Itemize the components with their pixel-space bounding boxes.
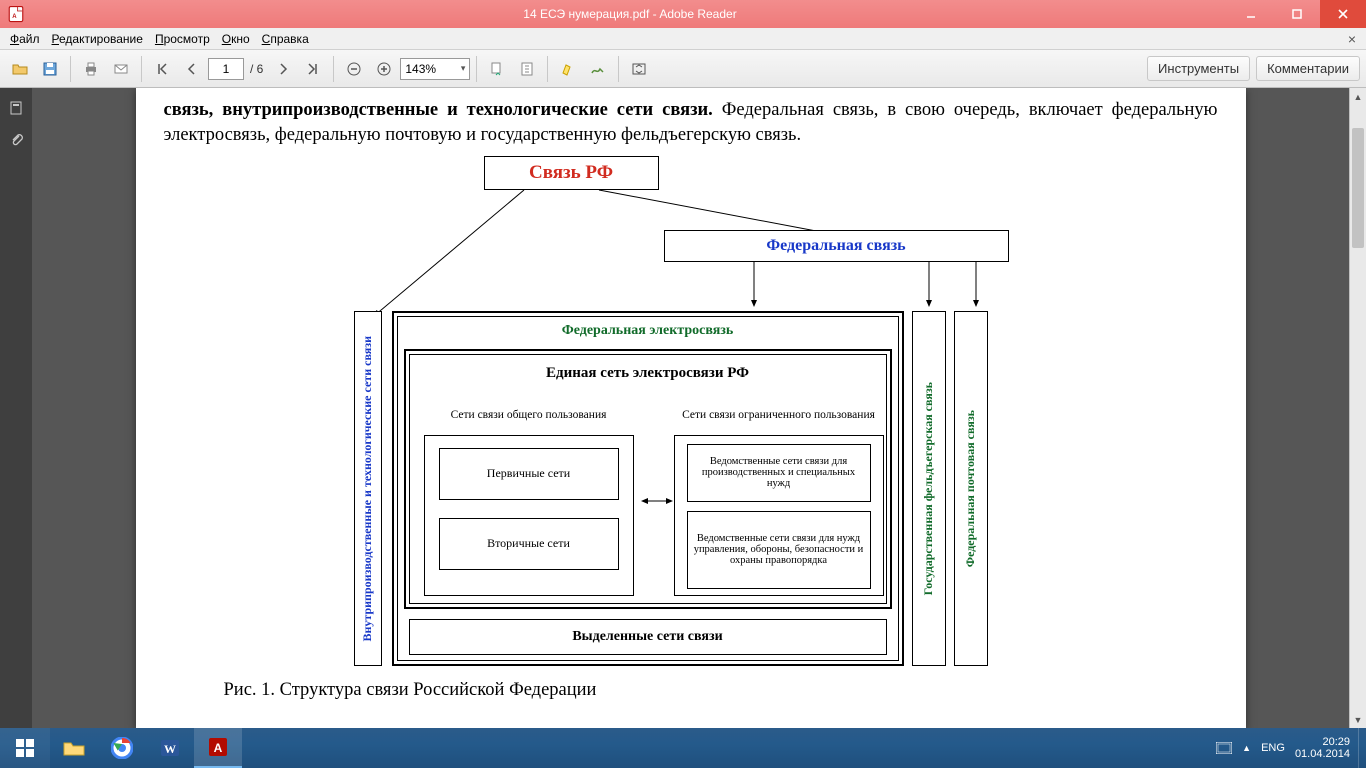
tool-save-copy-button[interactable] bbox=[483, 55, 511, 83]
svg-text:A: A bbox=[214, 741, 223, 755]
taskbar-word-icon[interactable]: W bbox=[146, 728, 194, 768]
svg-text:A: A bbox=[12, 14, 17, 20]
save-button[interactable] bbox=[36, 55, 64, 83]
zoom-level-select[interactable]: 143% bbox=[400, 58, 470, 80]
attachments-tab-icon[interactable] bbox=[4, 128, 28, 152]
diagram-secondary-box: Вторичные сети bbox=[439, 518, 619, 570]
diagram-primary-box: Первичные сети bbox=[439, 448, 619, 500]
email-button[interactable] bbox=[107, 55, 135, 83]
diagram-postal-box: Федеральная почтовая связь bbox=[954, 311, 988, 666]
diagram-root-box: Связь РФ bbox=[484, 156, 659, 190]
diagram: Связь РФ Федеральная связь Внутрипроизво… bbox=[354, 156, 1084, 676]
tray-keyboard-icon[interactable] bbox=[1216, 740, 1232, 756]
page-next-button[interactable] bbox=[269, 55, 297, 83]
window-title: 14 ЕСЭ нумерация.pdf - Adobe Reader bbox=[32, 7, 1228, 21]
figure-caption: Рис. 1. Структура связи Российской Федер… bbox=[224, 680, 1218, 701]
diagram-dept2-box: Ведомственные сети связи для нужд управл… bbox=[687, 511, 871, 589]
menubar: Файл Редактирование Просмотр Окно Справк… bbox=[0, 28, 1366, 50]
vertical-scrollbar[interactable]: ▲ ▼ bbox=[1349, 88, 1366, 728]
tools-panel-button[interactable]: Инструменты bbox=[1147, 56, 1250, 81]
diagram-dept1-box: Ведомственные сети связи для производств… bbox=[687, 444, 871, 502]
tray-language-label[interactable]: ENG bbox=[1261, 742, 1285, 754]
diagram-public-label: Сети связи общего пользования bbox=[424, 396, 634, 436]
window-titlebar: A 14 ЕСЭ нумерация.pdf - Adobe Reader bbox=[0, 0, 1366, 28]
pdf-page: связь, внутрипроизводственные и технолог… bbox=[136, 88, 1246, 728]
diagram-internal-networks-box: Внутрипроизводственные и технологические… bbox=[354, 311, 382, 666]
tool-fit-page-button[interactable] bbox=[513, 55, 541, 83]
diagram-dedicated-box: Выделенные сети связи bbox=[409, 619, 887, 655]
scroll-up-icon[interactable]: ▲ bbox=[1350, 88, 1366, 105]
diagram-federal-box: Федеральная связь bbox=[664, 230, 1009, 262]
page-number-input[interactable] bbox=[208, 58, 244, 80]
menu-file[interactable]: Файл bbox=[4, 32, 46, 46]
menubar-close-icon[interactable]: × bbox=[1342, 31, 1362, 47]
scroll-down-icon[interactable]: ▼ bbox=[1350, 711, 1366, 728]
tool-sign-button[interactable] bbox=[584, 55, 612, 83]
tool-read-mode-button[interactable] bbox=[625, 55, 653, 83]
zoom-out-button[interactable] bbox=[340, 55, 368, 83]
tray-clock[interactable]: 20:29 01.04.2014 bbox=[1295, 736, 1350, 760]
taskbar: W A ▲ ENG 20:29 01.04.2014 bbox=[0, 728, 1366, 768]
tool-highlight-button[interactable] bbox=[554, 55, 582, 83]
scrollbar-thumb[interactable] bbox=[1352, 128, 1364, 248]
menu-view[interactable]: Просмотр bbox=[149, 32, 216, 46]
open-button[interactable] bbox=[6, 55, 34, 83]
document-paragraph: связь, внутрипроизводственные и технолог… bbox=[164, 98, 1218, 148]
window-maximize-button[interactable] bbox=[1274, 0, 1320, 28]
page-first-button[interactable] bbox=[148, 55, 176, 83]
toolbar: / 6 143% Инструменты Комментарии bbox=[0, 50, 1366, 88]
menu-window[interactable]: Окно bbox=[216, 32, 256, 46]
comments-panel-button[interactable]: Комментарии bbox=[1256, 56, 1360, 81]
page-prev-button[interactable] bbox=[178, 55, 206, 83]
thumbnails-tab-icon[interactable] bbox=[4, 96, 28, 120]
page-total-label: / 6 bbox=[246, 62, 267, 76]
system-tray: ▲ ENG 20:29 01.04.2014 bbox=[1208, 736, 1358, 760]
document-viewport[interactable]: связь, внутрипроизводственные и технолог… bbox=[32, 88, 1349, 728]
page-last-button[interactable] bbox=[299, 55, 327, 83]
svg-text:W: W bbox=[164, 742, 176, 756]
diagram-gov-courier-box: Государственная фельдъегерская связь bbox=[912, 311, 946, 666]
menu-help[interactable]: Справка bbox=[256, 32, 315, 46]
start-button[interactable] bbox=[0, 728, 50, 768]
taskbar-chrome-icon[interactable] bbox=[98, 728, 146, 768]
show-desktop-button[interactable] bbox=[1358, 728, 1366, 768]
taskbar-adobe-reader-icon[interactable]: A bbox=[194, 728, 242, 768]
app-icon: A bbox=[4, 2, 28, 26]
tray-overflow-icon[interactable]: ▲ bbox=[1242, 743, 1251, 753]
zoom-in-button[interactable] bbox=[370, 55, 398, 83]
menu-edit[interactable]: Редактирование bbox=[46, 32, 149, 46]
nav-pane bbox=[0, 88, 32, 728]
taskbar-explorer-icon[interactable] bbox=[50, 728, 98, 768]
window-close-button[interactable] bbox=[1320, 0, 1366, 28]
diagram-fed-electro-label: Федеральная электросвязь bbox=[404, 318, 892, 344]
print-button[interactable] bbox=[77, 55, 105, 83]
diagram-restricted-label: Сети связи ограниченного пользования bbox=[674, 396, 884, 436]
window-minimize-button[interactable] bbox=[1228, 0, 1274, 28]
main-area: связь, внутрипроизводственные и технолог… bbox=[0, 88, 1366, 728]
diagram-unified-label: Единая сеть электросвязи РФ bbox=[416, 359, 880, 389]
